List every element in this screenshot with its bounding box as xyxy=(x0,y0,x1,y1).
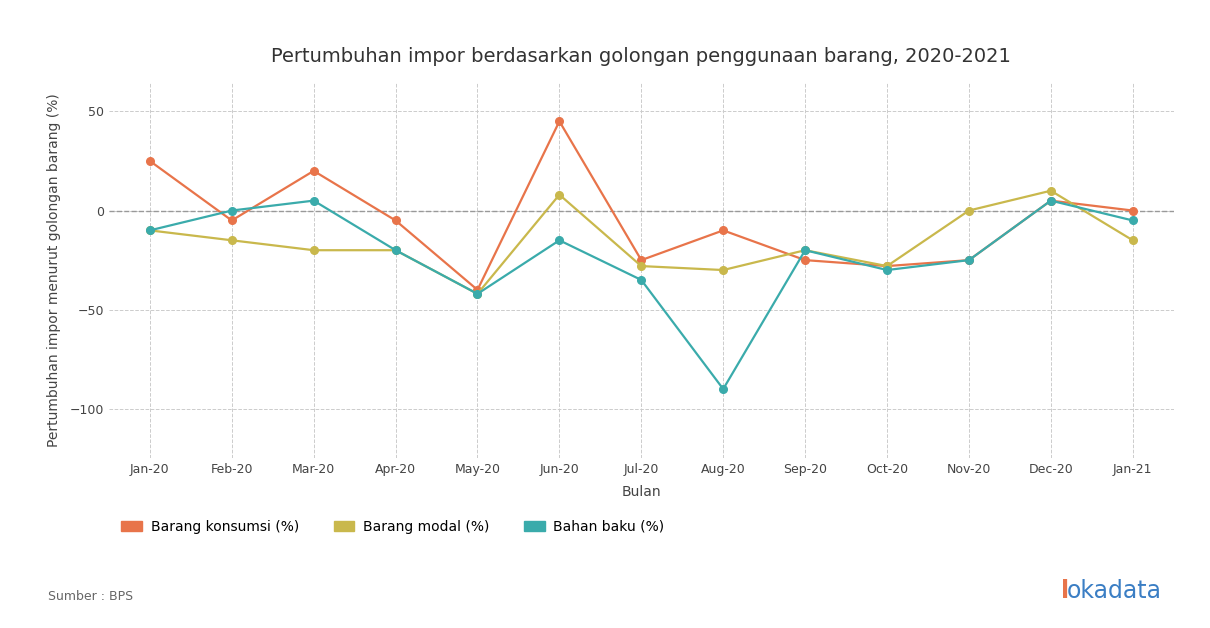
X-axis label: Bulan: Bulan xyxy=(622,485,661,499)
Legend: Barang konsumsi (%), Barang modal (%), Bahan baku (%): Barang konsumsi (%), Barang modal (%), B… xyxy=(116,514,669,539)
Title: Pertumbuhan impor berdasarkan golongan penggunaan barang, 2020-2021: Pertumbuhan impor berdasarkan golongan p… xyxy=(271,47,1012,66)
Text: Sumber : BPS: Sumber : BPS xyxy=(48,590,133,603)
Text: l: l xyxy=(1061,579,1070,603)
Y-axis label: Pertumbuhan impor menurut golongan barang (%): Pertumbuhan impor menurut golongan baran… xyxy=(47,93,62,447)
Text: okadata: okadata xyxy=(1066,579,1162,603)
